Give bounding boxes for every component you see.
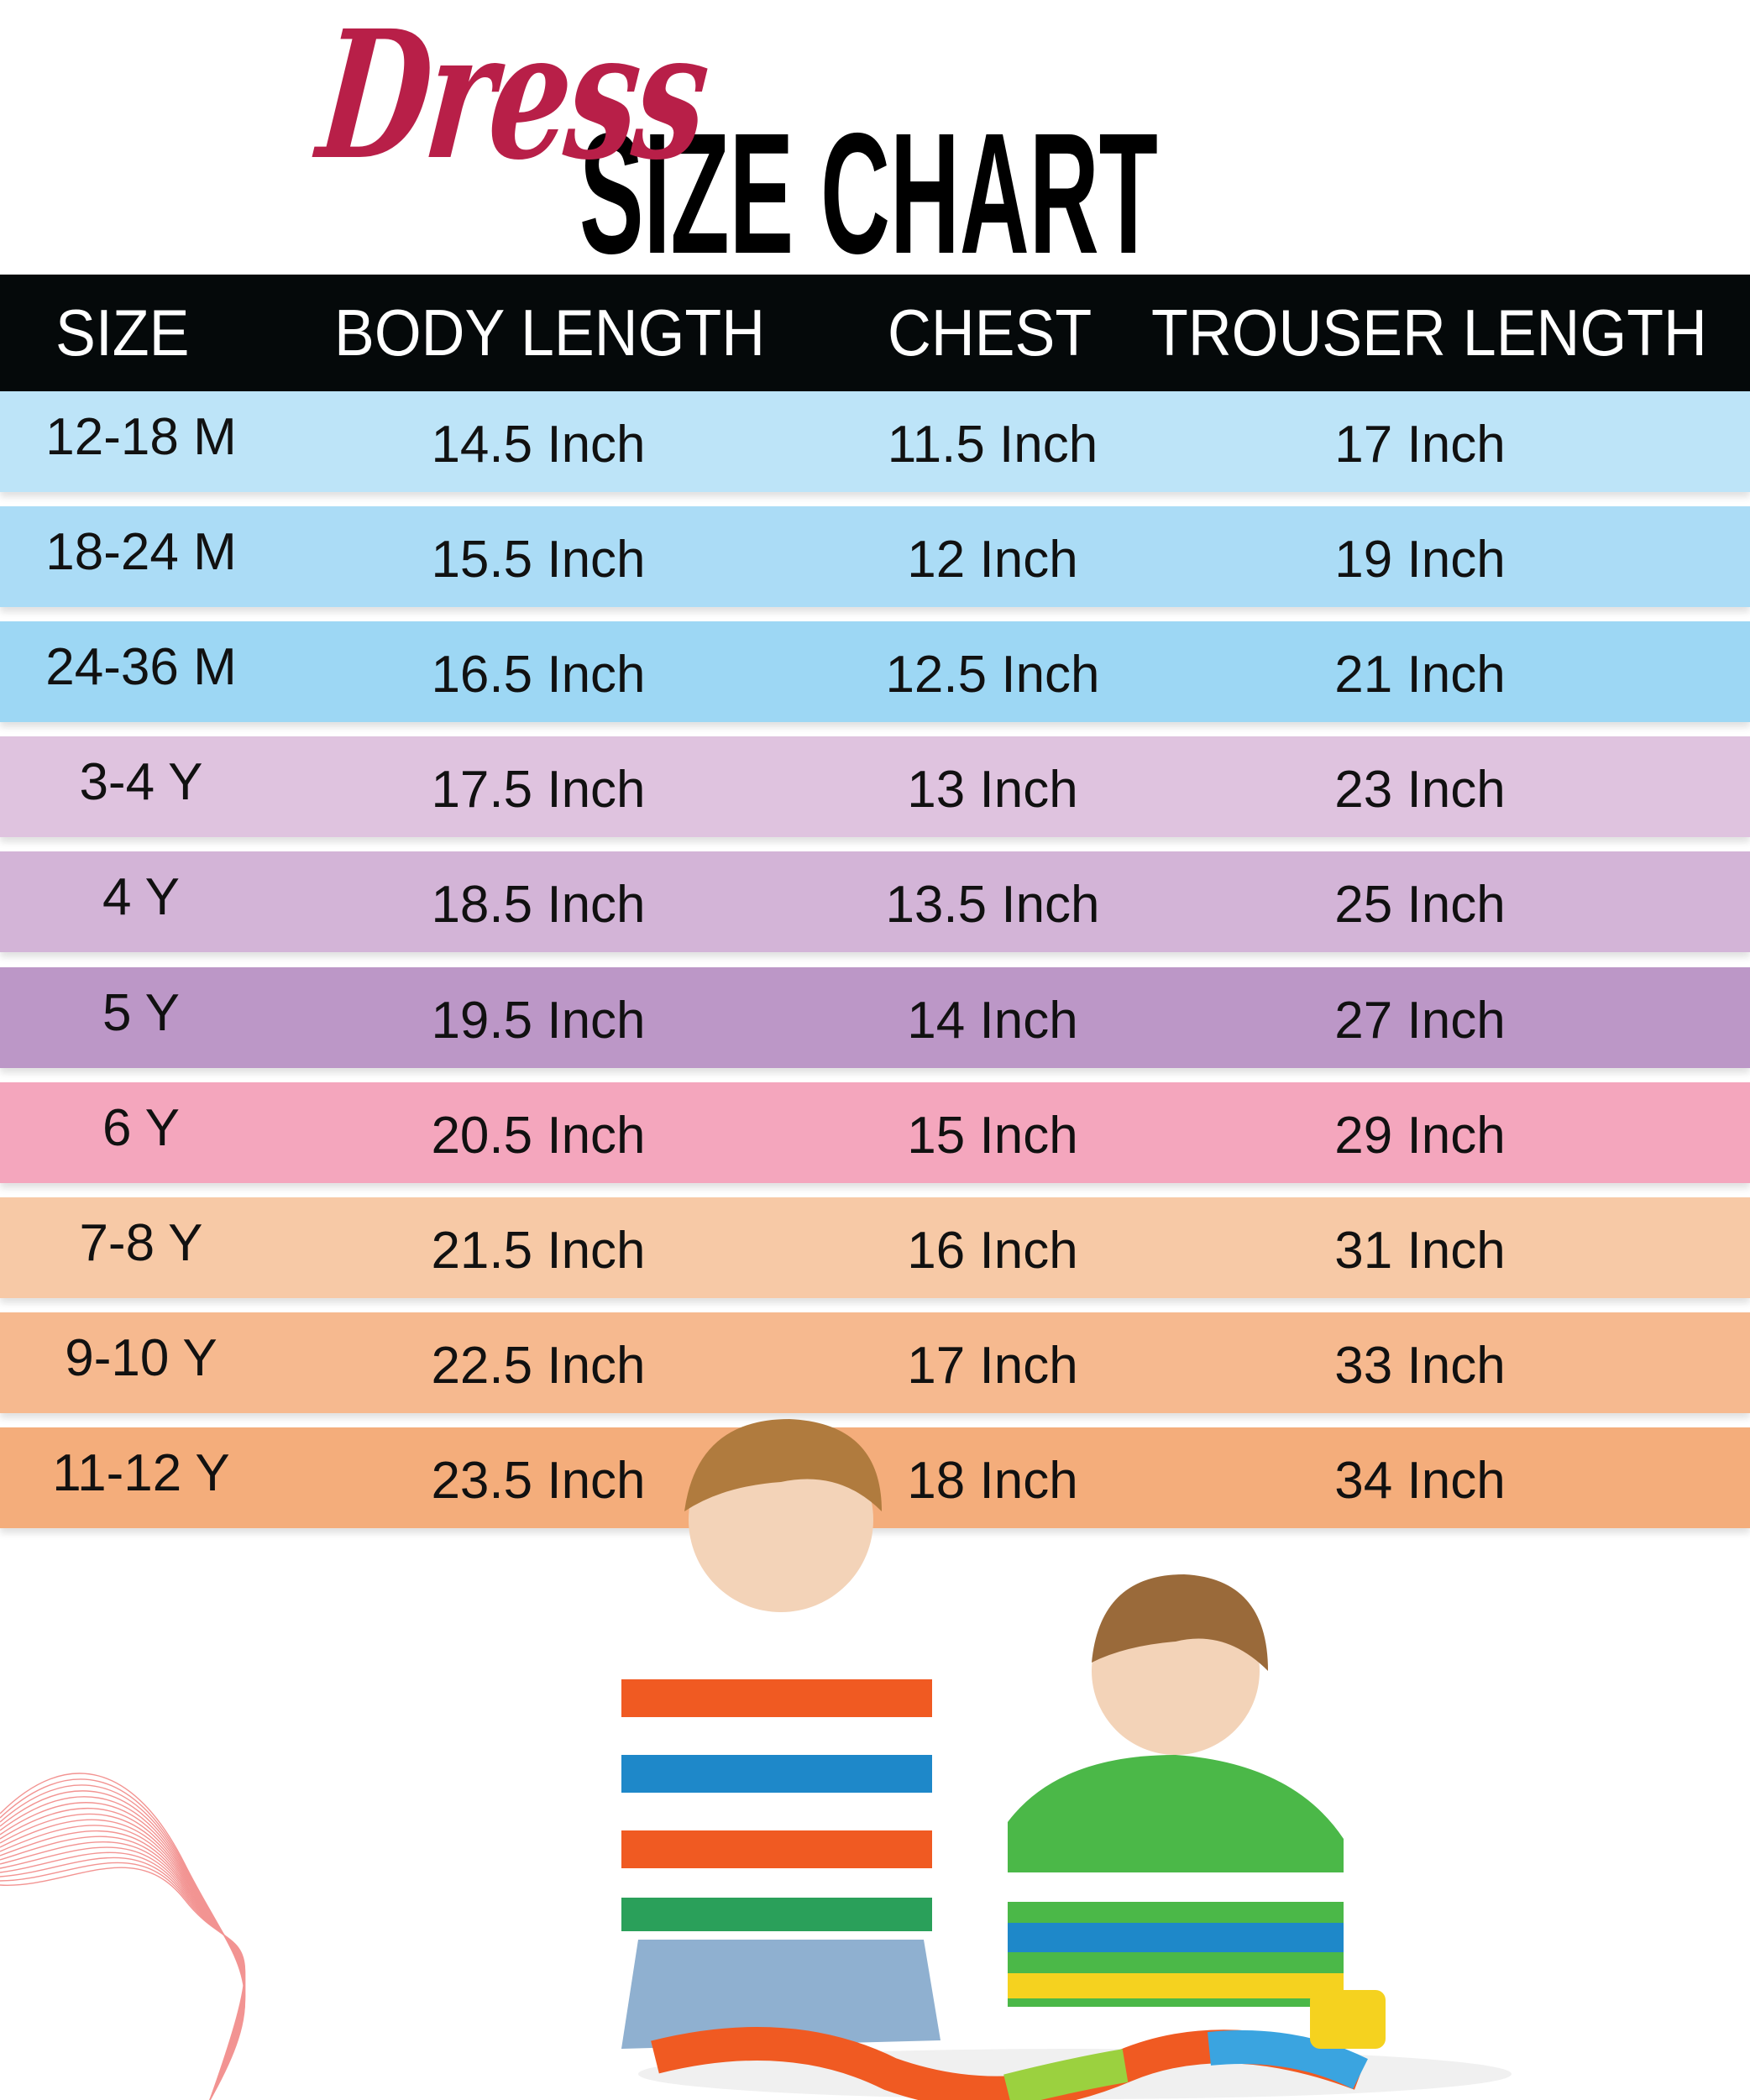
cell-chest: 12.5 Inch [885, 646, 1100, 704]
children-playing-photo [613, 1419, 1512, 2100]
cell-trouser-length: 27 Inch [1334, 992, 1506, 1050]
cell-trouser-length: 29 Inch [1334, 1107, 1506, 1165]
cell-chest: 12 Inch [907, 531, 1078, 589]
cell-body-length: 17.5 Inch [431, 761, 646, 819]
title-script-dress: Dress [311, 0, 715, 199]
cell-body-length: 14.5 Inch [431, 416, 646, 474]
table-header: SIZE BODY LENGTH CHEST TROUSER LENGTH [0, 275, 1750, 391]
cell-trouser-length: 34 Inch [1334, 1452, 1506, 1510]
cell-trouser-length: 33 Inch [1334, 1337, 1506, 1395]
cell-trouser-length: 19 Inch [1334, 531, 1506, 589]
cell-trouser-length: 21 Inch [1334, 646, 1506, 704]
cell-chest: 13.5 Inch [885, 876, 1100, 934]
table-row: 6 Y 20.5 Inch 15 Inch 29 Inch [0, 1082, 1750, 1183]
cell-size: 3-4 Y [79, 753, 203, 811]
page-title: SIZE CHART [579, 97, 1158, 290]
cell-size: 18-24 M [45, 523, 237, 581]
cell-chest: 16 Inch [907, 1222, 1078, 1280]
cell-chest: 17 Inch [907, 1337, 1078, 1395]
cell-body-length: 20.5 Inch [431, 1107, 646, 1165]
table-row: 9-10 Y 22.5 Inch 17 Inch 33 Inch [0, 1312, 1750, 1413]
cell-body-length: 19.5 Inch [431, 992, 646, 1050]
cell-size: 9-10 Y [65, 1329, 217, 1387]
cell-size: 6 Y [102, 1099, 180, 1157]
cell-trouser-length: 17 Inch [1334, 416, 1506, 474]
cell-size: 24-36 M [45, 638, 237, 696]
table-row: 5 Y 19.5 Inch 14 Inch 27 Inch [0, 967, 1750, 1068]
cell-size: 4 Y [102, 868, 180, 926]
cell-size: 5 Y [102, 984, 180, 1042]
header-trouser-length: TROUSER LENGTH [1151, 296, 1707, 369]
cell-trouser-length: 25 Inch [1334, 876, 1506, 934]
cell-body-length: 21.5 Inch [431, 1222, 646, 1280]
cell-chest: 13 Inch [907, 761, 1078, 819]
cell-chest: 14 Inch [907, 992, 1078, 1050]
decorative-wave-lines [0, 1773, 246, 2100]
table-row: 4 Y 18.5 Inch 13.5 Inch 25 Inch [0, 851, 1750, 952]
cell-body-length: 22.5 Inch [431, 1337, 646, 1395]
cell-body-length: 15.5 Inch [431, 531, 646, 589]
cell-chest: 15 Inch [907, 1107, 1078, 1165]
cell-trouser-length: 31 Inch [1334, 1222, 1506, 1280]
table-row: 18-24 M 15.5 Inch 12 Inch 19 Inch [0, 506, 1750, 607]
cell-size: 11-12 Y [52, 1444, 230, 1502]
header-size: SIZE [55, 296, 190, 369]
cell-size: 7-8 Y [79, 1214, 203, 1272]
cell-body-length: 16.5 Inch [431, 646, 646, 704]
table-row: 7-8 Y 21.5 Inch 16 Inch 31 Inch [0, 1197, 1750, 1298]
cell-size: 12-18 M [45, 408, 237, 466]
cell-trouser-length: 23 Inch [1334, 761, 1506, 819]
table-row: 24-36 M 16.5 Inch 12.5 Inch 21 Inch [0, 621, 1750, 722]
header-chest: CHEST [888, 296, 1092, 369]
cell-chest: 11.5 Inch [887, 416, 1098, 474]
cell-body-length: 23.5 Inch [431, 1452, 646, 1510]
cell-chest: 18 Inch [907, 1452, 1078, 1510]
cell-body-length: 18.5 Inch [431, 876, 646, 934]
table-row: 12-18 M 14.5 Inch 11.5 Inch 17 Inch [0, 391, 1750, 492]
header-body-length: BODY LENGTH [334, 296, 766, 369]
table-row: 3-4 Y 17.5 Inch 13 Inch 23 Inch [0, 736, 1750, 837]
